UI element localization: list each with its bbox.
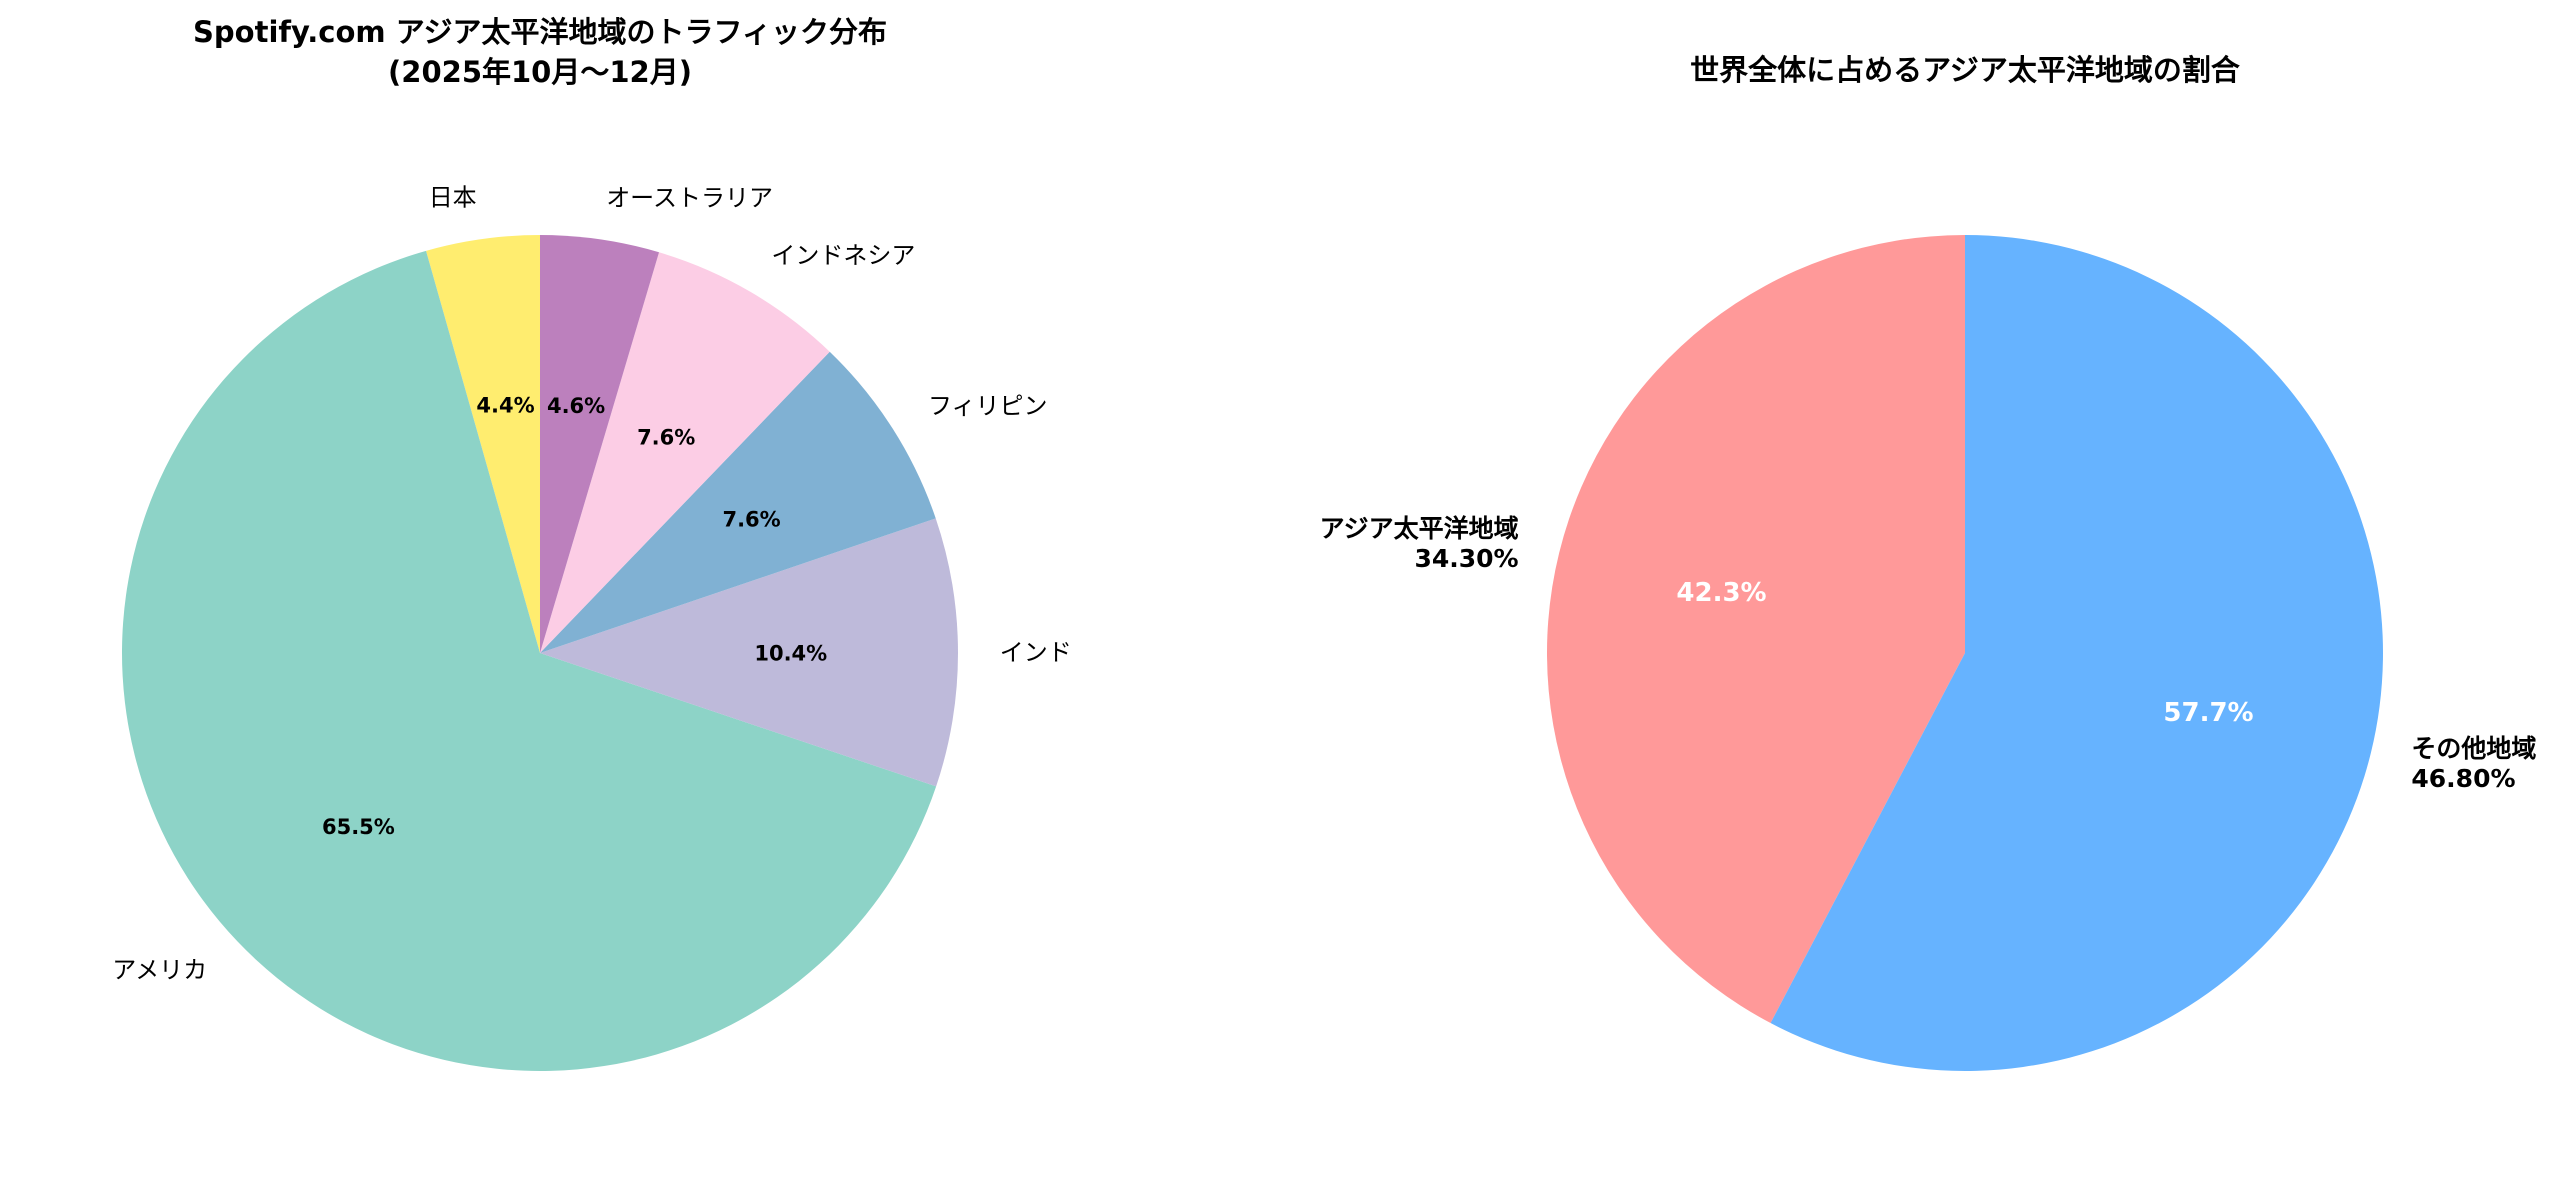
pie-slice [540, 518, 958, 787]
slice-percentage-label: 4.6% [547, 394, 605, 418]
slice-value-label: 34.30% [1414, 544, 1518, 573]
slice-percentage-label: 7.6% [722, 507, 780, 531]
slice-percentage-label: 7.6% [637, 425, 695, 449]
pie-slice [540, 235, 660, 653]
slice-category-label: アメリカ [112, 956, 207, 984]
chart-title: 世界全体に占めるアジア太平洋地域の割合 [1690, 53, 2240, 87]
slice-category-label: オーストラリア [606, 184, 773, 212]
slice-category-label: その他地域 [2411, 734, 2536, 763]
regional-traffic-pie-chart: Spotify.com アジア太平洋地域のトラフィック分布 (2025年10月〜… [112, 15, 1072, 1072]
slice-value-label: 46.80% [2411, 764, 2515, 793]
pie-slice [1546, 234, 1965, 1024]
slice-percentage-label: 4.4% [476, 394, 534, 418]
slice-percentage-label: 42.3% [1676, 578, 1766, 608]
slice-percentage-label: 10.4% [754, 642, 827, 666]
slice-percentage-label: 65.5% [322, 815, 395, 839]
slice-category-label: インド [1000, 638, 1072, 666]
pie-slice [121, 250, 937, 1072]
slice-category-label: インドネシア [771, 242, 915, 270]
chart-title: Spotify.com アジア太平洋地域のトラフィック分布 [193, 15, 887, 49]
slice-category-label: 日本 [429, 184, 477, 212]
pie-slice [540, 351, 936, 653]
pie-slice [540, 252, 830, 654]
slice-category-label: フィリピン [928, 392, 1048, 420]
pie-slice [426, 235, 540, 653]
pie-slice [1770, 235, 2383, 1071]
slice-category-label: アジア太平洋地域 [1320, 514, 1519, 543]
chart-subtitle: (2025年10月〜12月) [388, 55, 692, 89]
slice-percentage-label: 57.7% [2163, 698, 2253, 728]
